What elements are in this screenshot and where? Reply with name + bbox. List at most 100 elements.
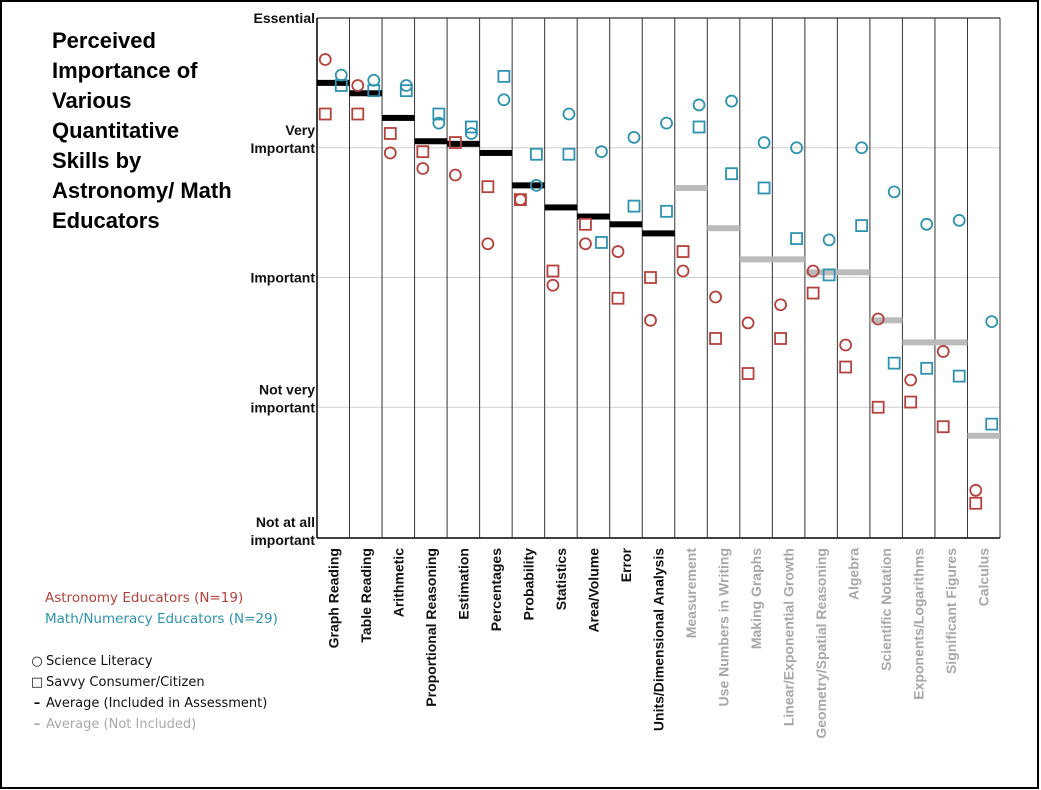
avg-bar-area-volume [577,213,610,220]
astro-science-literacy-point [611,245,625,258]
avg-bar-graph-reading [317,79,350,86]
math-savvy-consumer-point [627,199,641,213]
avg-bar-scientific-notation [869,317,903,324]
math-savvy-consumer-point [952,369,966,383]
math-savvy-consumer-point [692,120,706,134]
category-label-area-volume: Area/Volume [585,548,601,633]
category-label-algebra: Algebra [846,548,862,600]
astro-science-literacy-point [318,53,332,66]
math-science-literacy-point [725,94,738,108]
math-science-literacy-point [920,217,934,231]
chart-title: Perceived Importance of Various Quantita… [52,28,232,233]
category-label-scientific-notation: Scientific Notation [878,548,894,671]
y-tick-label: Not very important [250,381,315,415]
astro-science-literacy-point [579,237,592,251]
category-label-statistics: Statistics [553,548,569,610]
legend-savvy-consumer: □ Savvy Consumer/Citizen [30,675,205,690]
math-science-literacy-point [952,214,966,227]
math-science-literacy-point [660,116,673,130]
circle-marker-icon: ○ [31,654,43,669]
math-savvy-consumer-point [887,356,901,370]
astro-science-literacy-point [481,237,495,251]
astro-science-literacy-point [416,162,430,175]
math-science-literacy-point [530,178,543,192]
avg-bar-estimation [447,140,480,147]
category-label-estimation: Estimation [455,548,471,620]
astro-science-literacy-point [676,264,690,278]
math-science-literacy-point [790,141,803,155]
avg-bar-arithmetic [382,114,415,121]
astro-savvy-consumer-point [676,245,690,258]
astro-savvy-consumer-point [481,180,495,194]
legend-avg-not-included-label: Average (Not Included) [46,717,197,732]
category-label-error: Error [618,547,634,582]
avg-bar-percentages [479,149,513,156]
category-label-table-reading: Table Reading [358,548,374,643]
category-label-use-numbers-in-writing: Use Numbers in Writing [716,548,732,706]
math-science-literacy-point [692,98,706,112]
astro-savvy-consumer-point [611,291,625,305]
astro-science-literacy-point [351,79,365,92]
gray-dash-icon: – [33,717,41,732]
math-science-literacy-point [595,145,608,159]
legend-science-literacy: ○ Science Literacy [30,654,153,669]
math-savvy-consumer-point [530,147,543,161]
legend-science-literacy-label: Science Literacy [46,654,153,669]
math-savvy-consumer-point [920,361,934,375]
math-savvy-consumer-point [790,232,803,245]
category-label-probability: Probability [520,548,536,621]
avg-bar-exponents-logarithms [902,339,935,346]
y-tick-label: Essential [254,10,315,26]
math-savvy-consumer-point [562,147,576,161]
math-science-literacy-point [985,315,999,329]
math-science-literacy-point [627,130,641,144]
math-savvy-consumer-point [985,417,999,431]
avg-bar-error [609,221,643,228]
legend-avg-included: – Average (Included in Assessment) [30,696,268,711]
avg-bar-algebra [837,269,870,276]
astro-science-literacy-point [774,298,787,312]
astro-science-literacy-point [904,373,918,387]
avg-bar-table-reading [349,90,383,97]
math-science-literacy-point [757,136,771,149]
astro-science-literacy-point [936,345,950,358]
legend-math-educators: Math/Numeracy Educators (N=29) [45,611,278,627]
avg-bar-significant-figures [934,339,968,346]
astro-savvy-consumer-point [904,395,918,409]
astro-savvy-consumer-point [969,496,983,510]
astro-science-literacy-point [546,278,560,292]
category-label-making-graphs: Making Graphs [748,548,764,649]
math-science-literacy-point [432,116,446,130]
avg-bar-calculus [967,432,1000,439]
avg-bar-linear-exponential-growth [772,256,805,263]
avg-bar-use-numbers-in-writing [707,225,740,232]
y-tick-label: Important [250,270,315,286]
astro-savvy-consumer-point [579,217,592,231]
astro-savvy-consumer-point [318,107,332,121]
astro-savvy-consumer-point [709,332,722,345]
avg-bar-proportional-reasoning [414,138,448,145]
category-label-proportional-reasoning: Proportional Reasoning [423,548,439,707]
math-savvy-consumer-point [855,219,869,233]
category-label-measurement: Measurement [683,548,699,639]
astro-savvy-consumer-point [514,193,527,207]
legend-astronomy-educators: Astronomy Educators (N=19) [45,590,244,606]
astro-savvy-consumer-point [936,420,950,434]
astro-science-literacy-point [383,146,397,160]
astro-science-literacy-point [514,193,527,207]
astro-savvy-consumer-point [383,127,397,140]
math-savvy-consumer-point [725,167,738,181]
avg-bar-measurement [674,184,708,191]
category-label-calculus: Calculus [976,548,992,607]
math-savvy-consumer-point [464,120,478,134]
math-savvy-consumer-point [399,84,413,98]
category-label-graph-reading: Graph Reading [325,548,341,648]
astro-science-literacy-point [741,316,755,330]
astro-savvy-consumer-point [416,145,430,159]
category-label-exponents-logarithms: Exponents/Logarithms [911,548,927,700]
legend-avg-not-included: – Average (Not Included) [30,717,196,732]
math-science-literacy-point [367,73,381,87]
math-science-literacy-point [855,141,869,155]
math-savvy-consumer-point [595,236,608,249]
